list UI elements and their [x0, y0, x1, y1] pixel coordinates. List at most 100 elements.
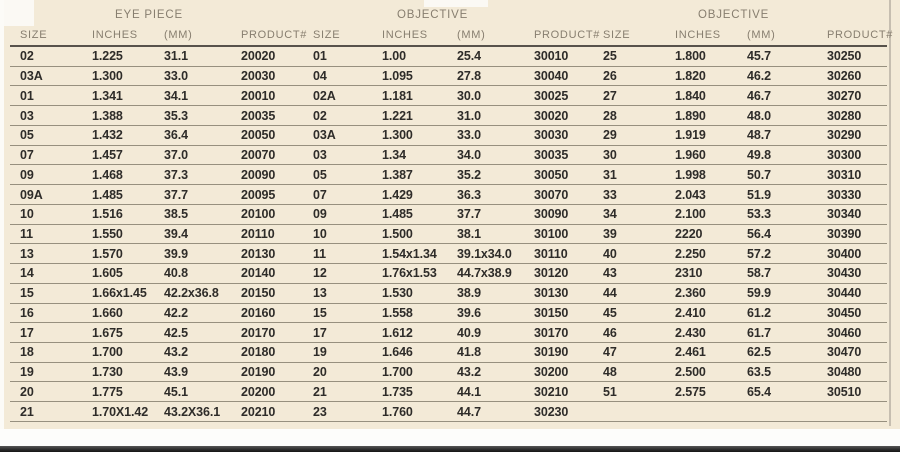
- cell-inches: 1.76x1.53: [382, 266, 437, 281]
- cell-size: 03: [313, 148, 327, 163]
- cell-mm: 30.0: [457, 88, 481, 103]
- group-label-row: EYE PIECE OBJECTIVE OBJECTIVE: [10, 0, 887, 24]
- column-header-inches: INCHES: [382, 29, 428, 41]
- cell-mm: 31.1: [164, 49, 188, 64]
- cell-mm: 44.1: [457, 384, 481, 399]
- cell-mm: 35.3: [164, 108, 188, 123]
- cell-inches: 1.840: [675, 88, 706, 103]
- catalog-sheet: EYE PIECE OBJECTIVE OBJECTIVE SIZE INCHE…: [0, 0, 900, 429]
- table-row: 15 1.66x1.45 42.2x36.8 20150 13 1.530 38.9 3013…: [10, 284, 887, 304]
- cell-mm: 34.1: [164, 88, 188, 103]
- cell-inches: 2.250: [675, 246, 706, 261]
- cell-product: 30040: [534, 69, 569, 84]
- column-header-inches: INCHES: [92, 29, 138, 41]
- cell-size: 34: [603, 207, 617, 222]
- cell-product: 30025: [534, 88, 569, 103]
- cell-size: 21: [20, 404, 34, 419]
- cell-inches: 1.775: [92, 384, 123, 399]
- cell-product: 20150: [241, 286, 276, 301]
- cell-inches: 1.558: [382, 305, 413, 320]
- table-row: 21 1.70X1.42 43.2X36.1 20210 23 1.760 44.7 3023…: [10, 402, 887, 422]
- cell-inches: 2.043: [675, 187, 706, 202]
- cell-product: 30310: [827, 167, 862, 182]
- cell-product: 30130: [534, 286, 569, 301]
- cell-product: 30020: [534, 108, 569, 123]
- cell-size: 48: [603, 365, 617, 380]
- cell-product: 30035: [534, 148, 569, 163]
- table-row: 19 1.730 43.9 20190 20 1.700 43.2 30200 48 2.500 6…: [10, 363, 887, 383]
- cell-product: 30400: [827, 246, 862, 261]
- cell-mm: 33.0: [457, 128, 481, 143]
- cell-product: 30110: [534, 246, 568, 261]
- cell-size: 02: [20, 49, 34, 64]
- cell-product: 30440: [827, 286, 862, 301]
- cell-size: 01: [313, 49, 327, 64]
- cell-mm: 39.9: [164, 246, 188, 261]
- cell-inches: 1.70X1.42: [92, 404, 149, 419]
- cell-size: 15: [313, 305, 327, 320]
- cell-product: 30250: [827, 49, 862, 64]
- cell-product: 30270: [827, 88, 862, 103]
- cell-mm: 45.1: [164, 384, 188, 399]
- table-row: 20 1.775 45.1 20200 21 1.735 44.1 30210 51 2.575 6…: [10, 382, 887, 403]
- cell-product: 20210: [241, 404, 276, 419]
- cell-product: 30470: [827, 345, 862, 360]
- cell-inches: 1.660: [92, 305, 123, 320]
- cell-inches: 1.34: [382, 148, 406, 163]
- cell-size: 20: [20, 384, 34, 399]
- cell-size: 33: [603, 187, 617, 202]
- cell-inches: 1.646: [382, 345, 413, 360]
- cell-size: 27: [603, 88, 617, 103]
- cell-size: 26: [603, 69, 617, 84]
- table-row: 05 1.432 36.4 20050 03A 1.300 33.0 30030 29 1.919…: [10, 126, 887, 146]
- cell-product: 20190: [241, 365, 276, 380]
- cell-product: 30120: [534, 266, 569, 281]
- cell-size: 51: [603, 384, 617, 399]
- cell-inches: 1.387: [382, 167, 413, 182]
- cell-product: 30230: [534, 404, 569, 419]
- cell-size: 05: [20, 128, 34, 143]
- cell-product: 30070: [534, 187, 569, 202]
- column-header-product: PRODUCT#: [827, 29, 894, 41]
- table-row: 13 1.570 39.9 20130 11 1.54x1.34 39.1x34.0 3011…: [10, 244, 887, 265]
- cell-size: 10: [313, 226, 327, 241]
- cell-inches: 2.461: [675, 345, 706, 360]
- cell-mm: 40.9: [457, 325, 481, 340]
- page-bottom-margin: [0, 429, 900, 446]
- cell-size: 15: [20, 286, 34, 301]
- table-row: 01 1.341 34.1 20010 02A 1.181 30.0 30025 27 1.840…: [10, 86, 887, 107]
- cell-mm: 56.4: [747, 226, 771, 241]
- column-header-row: SIZE INCHES (MM) PRODUCT# SIZE INCHES (M…: [10, 24, 892, 47]
- column-header-inches: INCHES: [675, 29, 721, 41]
- cell-product: 20200: [241, 384, 276, 399]
- group-label-objective-1: OBJECTIVE: [397, 9, 469, 21]
- cell-product: 30150: [534, 305, 569, 320]
- cell-product: 30030: [534, 128, 569, 143]
- cell-inches: 1.998: [675, 167, 706, 182]
- cell-product: 30090: [534, 207, 569, 222]
- cell-inches: 1.960: [675, 148, 706, 163]
- cell-size: 02: [313, 108, 327, 123]
- cell-product: 20130: [241, 246, 276, 261]
- table-right-border: [889, 0, 891, 426]
- cell-mm: 59.9: [747, 286, 771, 301]
- cell-inches: 1.54x1.34: [382, 246, 437, 261]
- cell-mm: 43.2: [457, 365, 481, 380]
- cell-mm: 43.2X36.1: [164, 404, 221, 419]
- cell-inches: 2.100: [675, 207, 706, 222]
- cell-inches: 1.00: [382, 49, 406, 64]
- cell-product: 30170: [534, 325, 569, 340]
- cell-inches: 1.700: [382, 365, 413, 380]
- cell-mm: 50.7: [747, 167, 771, 182]
- cell-inches: 1.700: [92, 345, 123, 360]
- size-chart-table: EYE PIECE OBJECTIVE OBJECTIVE SIZE INCHE…: [10, 0, 892, 422]
- cell-mm: 46.7: [747, 88, 771, 103]
- cell-mm: 58.7: [747, 266, 771, 281]
- column-header-mm: (MM): [457, 29, 486, 41]
- cell-mm: 34.0: [457, 148, 481, 163]
- cell-size: 23: [313, 404, 327, 419]
- cell-inches: 1.181: [382, 88, 413, 103]
- cell-mm: 42.5: [164, 325, 188, 340]
- cell-inches: 1.800: [675, 49, 706, 64]
- cell-size: 05: [313, 167, 327, 182]
